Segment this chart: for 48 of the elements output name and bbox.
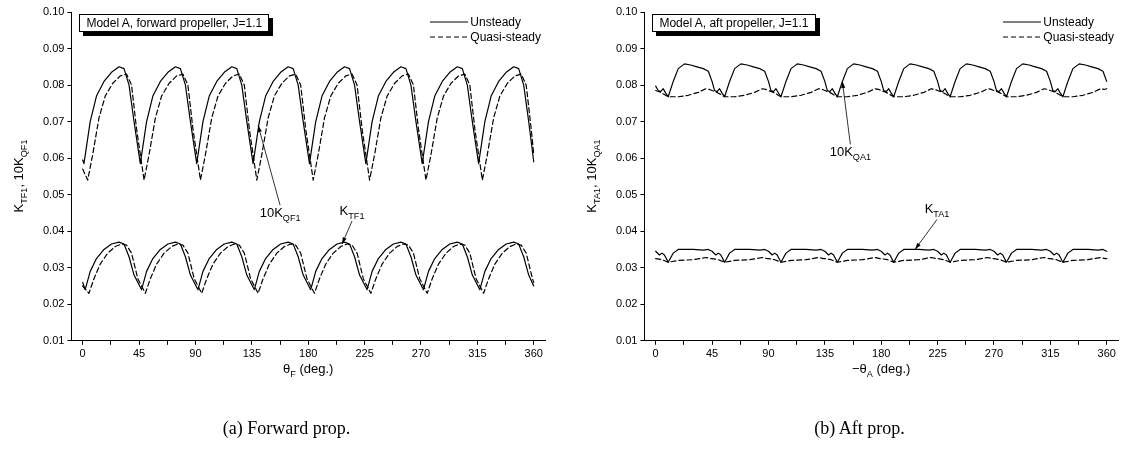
y-tick-label: 0.03 bbox=[615, 260, 638, 273]
x-tick-label: 0 bbox=[79, 347, 86, 360]
legend-label: Unsteady bbox=[1043, 14, 1094, 29]
legend-label: Unsteady bbox=[470, 14, 521, 29]
y-tick-label: 0.01 bbox=[615, 333, 638, 346]
y-tick-label: 0.02 bbox=[615, 297, 638, 310]
y-tick-label: 0.08 bbox=[42, 78, 65, 91]
y-tick-label: 0.05 bbox=[615, 187, 638, 200]
legend-label: Quasi-steady bbox=[470, 29, 541, 44]
y-tick-label: 0.08 bbox=[615, 78, 638, 91]
x-tick-label: 180 bbox=[872, 347, 891, 360]
x-tick-label: 270 bbox=[411, 347, 431, 360]
y-tick-label: 0.03 bbox=[42, 260, 65, 273]
text: (b) Aft prop. bbox=[814, 418, 905, 439]
x-tick-label: 315 bbox=[1041, 347, 1060, 360]
x-tick-label: 45 bbox=[132, 347, 146, 360]
y-tick-label: 0.07 bbox=[42, 114, 65, 127]
x-axis-title: θ$_{F}$ (deg.) bbox=[283, 360, 334, 379]
y-tick-label: 0.10 bbox=[615, 5, 638, 18]
x-tick-label: 180 bbox=[299, 347, 318, 360]
x-tick-label: 270 bbox=[984, 347, 1004, 360]
chart-title: Model A, forward propeller, J=1.1 bbox=[79, 14, 270, 32]
y-tick-label: 0.10 bbox=[42, 5, 65, 18]
x-tick-label: 360 bbox=[524, 347, 543, 360]
x-tick-label: 135 bbox=[242, 347, 261, 360]
x-tick-label: 315 bbox=[468, 347, 487, 360]
text: (a) Forward prop. bbox=[222, 418, 351, 439]
legend-label: Quasi-steady bbox=[1043, 29, 1114, 44]
y-tick-label: 0.06 bbox=[42, 151, 65, 164]
y-tick-label: 0.04 bbox=[42, 224, 65, 237]
x-tick-label: 90 bbox=[762, 347, 775, 360]
x-tick-label: 360 bbox=[1097, 347, 1116, 360]
y-tick-label: 0.05 bbox=[42, 187, 65, 200]
x-axis-title: −θ$_{A}$ (deg.) bbox=[851, 360, 911, 379]
y-tick-label: 0.01 bbox=[42, 333, 65, 346]
x-tick-label: 225 bbox=[928, 347, 947, 360]
x-tick-label: 135 bbox=[815, 347, 834, 360]
x-tick-label: 45 bbox=[705, 347, 719, 360]
x-tick-label: 0 bbox=[652, 347, 659, 360]
y-tick-label: 0.09 bbox=[615, 41, 638, 54]
y-tick-label: 0.04 bbox=[615, 224, 638, 237]
y-tick-label: 0.06 bbox=[615, 151, 638, 164]
y-tick-label: 0.07 bbox=[615, 114, 638, 127]
y-tick-label: 0.09 bbox=[42, 41, 65, 54]
x-tick-label: 225 bbox=[355, 347, 374, 360]
y-tick-label: 0.02 bbox=[42, 297, 65, 310]
chart-title: Model A, aft propeller, J=1.1 bbox=[652, 14, 816, 32]
x-tick-label: 90 bbox=[189, 347, 202, 360]
